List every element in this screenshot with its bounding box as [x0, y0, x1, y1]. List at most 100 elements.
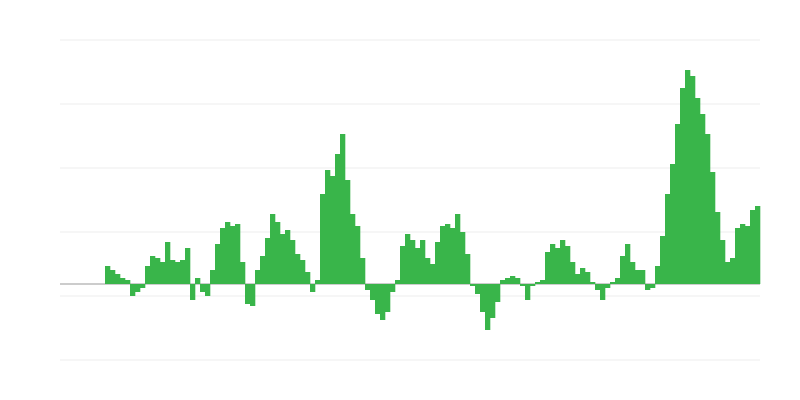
bar: [200, 284, 206, 292]
bar: [565, 246, 571, 284]
bar: [290, 240, 296, 284]
bar: [255, 270, 261, 284]
bar: [375, 284, 381, 314]
bar: [265, 238, 271, 284]
bar: [750, 210, 756, 284]
bar: [625, 244, 631, 284]
bar: [515, 278, 521, 284]
bar: [225, 222, 231, 284]
bar: [595, 284, 601, 290]
bar: [450, 228, 456, 284]
bar: [660, 236, 666, 284]
bar: [525, 284, 531, 300]
bar: [360, 258, 366, 284]
bar: [610, 282, 616, 284]
bar: [615, 278, 621, 284]
bar: [195, 278, 201, 284]
bar: [125, 280, 131, 284]
bar: [410, 240, 416, 284]
bar: [270, 214, 276, 284]
bar: [330, 176, 336, 284]
bar: [370, 284, 376, 300]
bar: [305, 272, 311, 284]
bar: [605, 284, 611, 288]
bar: [555, 248, 561, 284]
bar: [130, 284, 136, 296]
bar: [590, 282, 596, 284]
bar: [150, 256, 156, 284]
bar: [720, 240, 726, 284]
bar: [380, 284, 386, 320]
bar: [415, 248, 421, 284]
bar: [730, 258, 736, 284]
bar: [400, 246, 406, 284]
bar: [650, 284, 656, 288]
bar: [480, 284, 486, 312]
bar: [700, 114, 706, 284]
bar: [645, 284, 651, 290]
bar: [315, 280, 321, 284]
bar: [485, 284, 491, 330]
bar: [280, 234, 286, 284]
bar: [510, 276, 516, 284]
bar: [435, 242, 441, 284]
bar: [560, 240, 566, 284]
bar: [535, 282, 541, 284]
bar: [470, 284, 476, 286]
bar: [245, 284, 251, 304]
bar: [295, 254, 301, 284]
bar: [520, 284, 526, 286]
bar: [155, 258, 161, 284]
bar: [475, 284, 481, 294]
bar: [440, 226, 446, 284]
bar: [490, 284, 496, 318]
bar: [170, 260, 176, 284]
bar: [355, 226, 361, 284]
bar: [135, 284, 141, 292]
bar: [145, 266, 151, 284]
bar: [310, 284, 316, 292]
bar: [160, 262, 166, 284]
bar: [640, 270, 646, 284]
bar: [320, 194, 326, 284]
bar: [240, 262, 246, 284]
bar: [120, 278, 126, 284]
bar: [215, 244, 221, 284]
bar: [345, 180, 351, 284]
bar: [620, 256, 626, 284]
bar: [655, 266, 661, 284]
bar: [735, 228, 741, 284]
bar: [365, 284, 371, 290]
bar: [445, 224, 451, 284]
bar: [260, 256, 266, 284]
bar: [745, 226, 751, 284]
bar: [685, 70, 691, 284]
bar: [190, 284, 196, 300]
bar: [460, 232, 466, 284]
bar: [390, 284, 396, 292]
bar: [395, 280, 401, 284]
bar: [495, 284, 501, 302]
bar: [220, 228, 226, 284]
bar: [585, 272, 591, 284]
bar: [570, 262, 576, 284]
bar: [110, 270, 116, 284]
bar: [675, 124, 681, 284]
bar: [705, 134, 711, 284]
bar: [465, 254, 471, 284]
bar: [175, 262, 181, 284]
bar: [235, 224, 241, 284]
bar: [185, 248, 191, 284]
bar: [540, 280, 546, 284]
bar: [715, 212, 721, 284]
bar: [580, 268, 586, 284]
bar: [250, 284, 256, 306]
bar: [350, 214, 356, 284]
bar: [420, 240, 426, 284]
bar: [500, 280, 506, 284]
bar: [455, 214, 461, 284]
bar: [405, 234, 411, 284]
bar: [140, 284, 146, 288]
bar: [275, 222, 281, 284]
